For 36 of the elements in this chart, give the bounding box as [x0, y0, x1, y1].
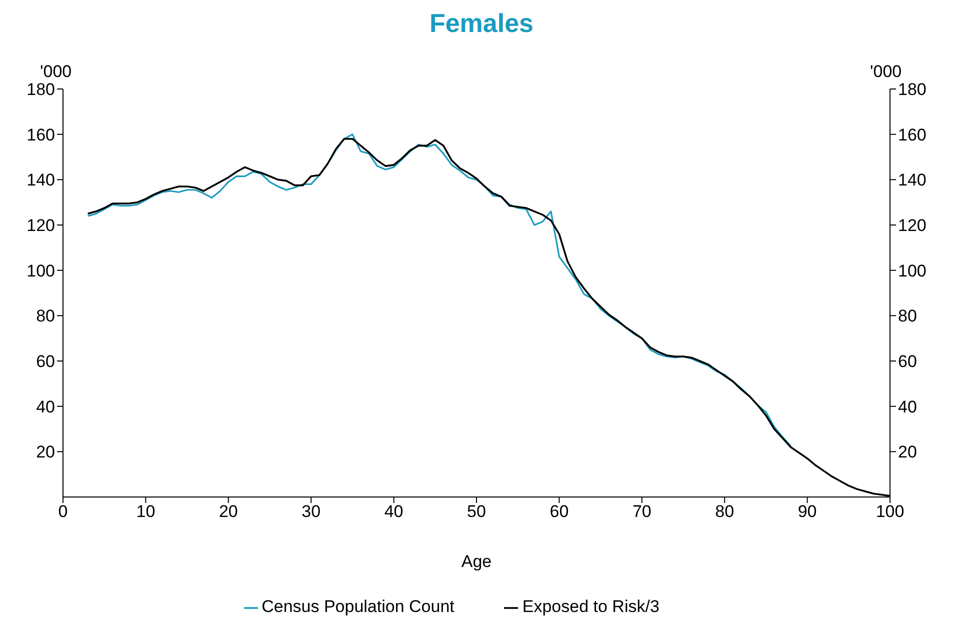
x-tick-label: 80 [715, 502, 734, 522]
legend-label: Census Population Count [262, 597, 454, 616]
x-tick-label: 30 [302, 502, 321, 522]
y2-tick-label: 140 [898, 170, 926, 190]
y2-tick-label: 60 [898, 352, 917, 372]
y-tick-label: 140 [26, 170, 55, 190]
x-tick-label: 0 [58, 502, 68, 522]
x-tick-label: 20 [218, 502, 238, 522]
y2-tick-label: 120 [898, 216, 926, 236]
x-tick-label: 50 [467, 502, 486, 522]
y2-tick-label: 20 [898, 442, 917, 462]
y-tick-label: 120 [26, 216, 55, 236]
y-tick-label: 60 [36, 352, 55, 372]
line-series [87, 134, 792, 447]
y-tick-label: 40 [36, 397, 55, 416]
y2-tick-label: 80 [898, 306, 917, 326]
y-tick-label: 80 [36, 306, 55, 326]
y-tick-label: 180 [26, 80, 55, 100]
y-axis-title: '000 [40, 62, 72, 82]
y2-tick-label: 40 [898, 397, 917, 416]
x-tick-label: 70 [632, 502, 652, 522]
x-tick-label: 10 [136, 502, 156, 522]
y2-tick-label: 100 [898, 261, 926, 280]
y-tick-label: 160 [26, 125, 55, 144]
legend-label: Exposed to Risk/3 [522, 597, 660, 616]
y2-axis-title: '000 [870, 62, 902, 82]
x-tick-label: 60 [550, 502, 569, 522]
y2-tick-label: 160 [898, 125, 926, 144]
chart-title: Females [428, 8, 535, 40]
x-axis-title: Age [461, 552, 492, 571]
x-tick-label: 100 [876, 502, 904, 522]
x-tick-label: 40 [384, 502, 404, 522]
y2-tick-label: 180 [898, 80, 926, 100]
y-tick-label: 100 [26, 261, 55, 280]
x-tick-label: 90 [798, 502, 817, 522]
y-tick-label: 20 [36, 442, 55, 462]
